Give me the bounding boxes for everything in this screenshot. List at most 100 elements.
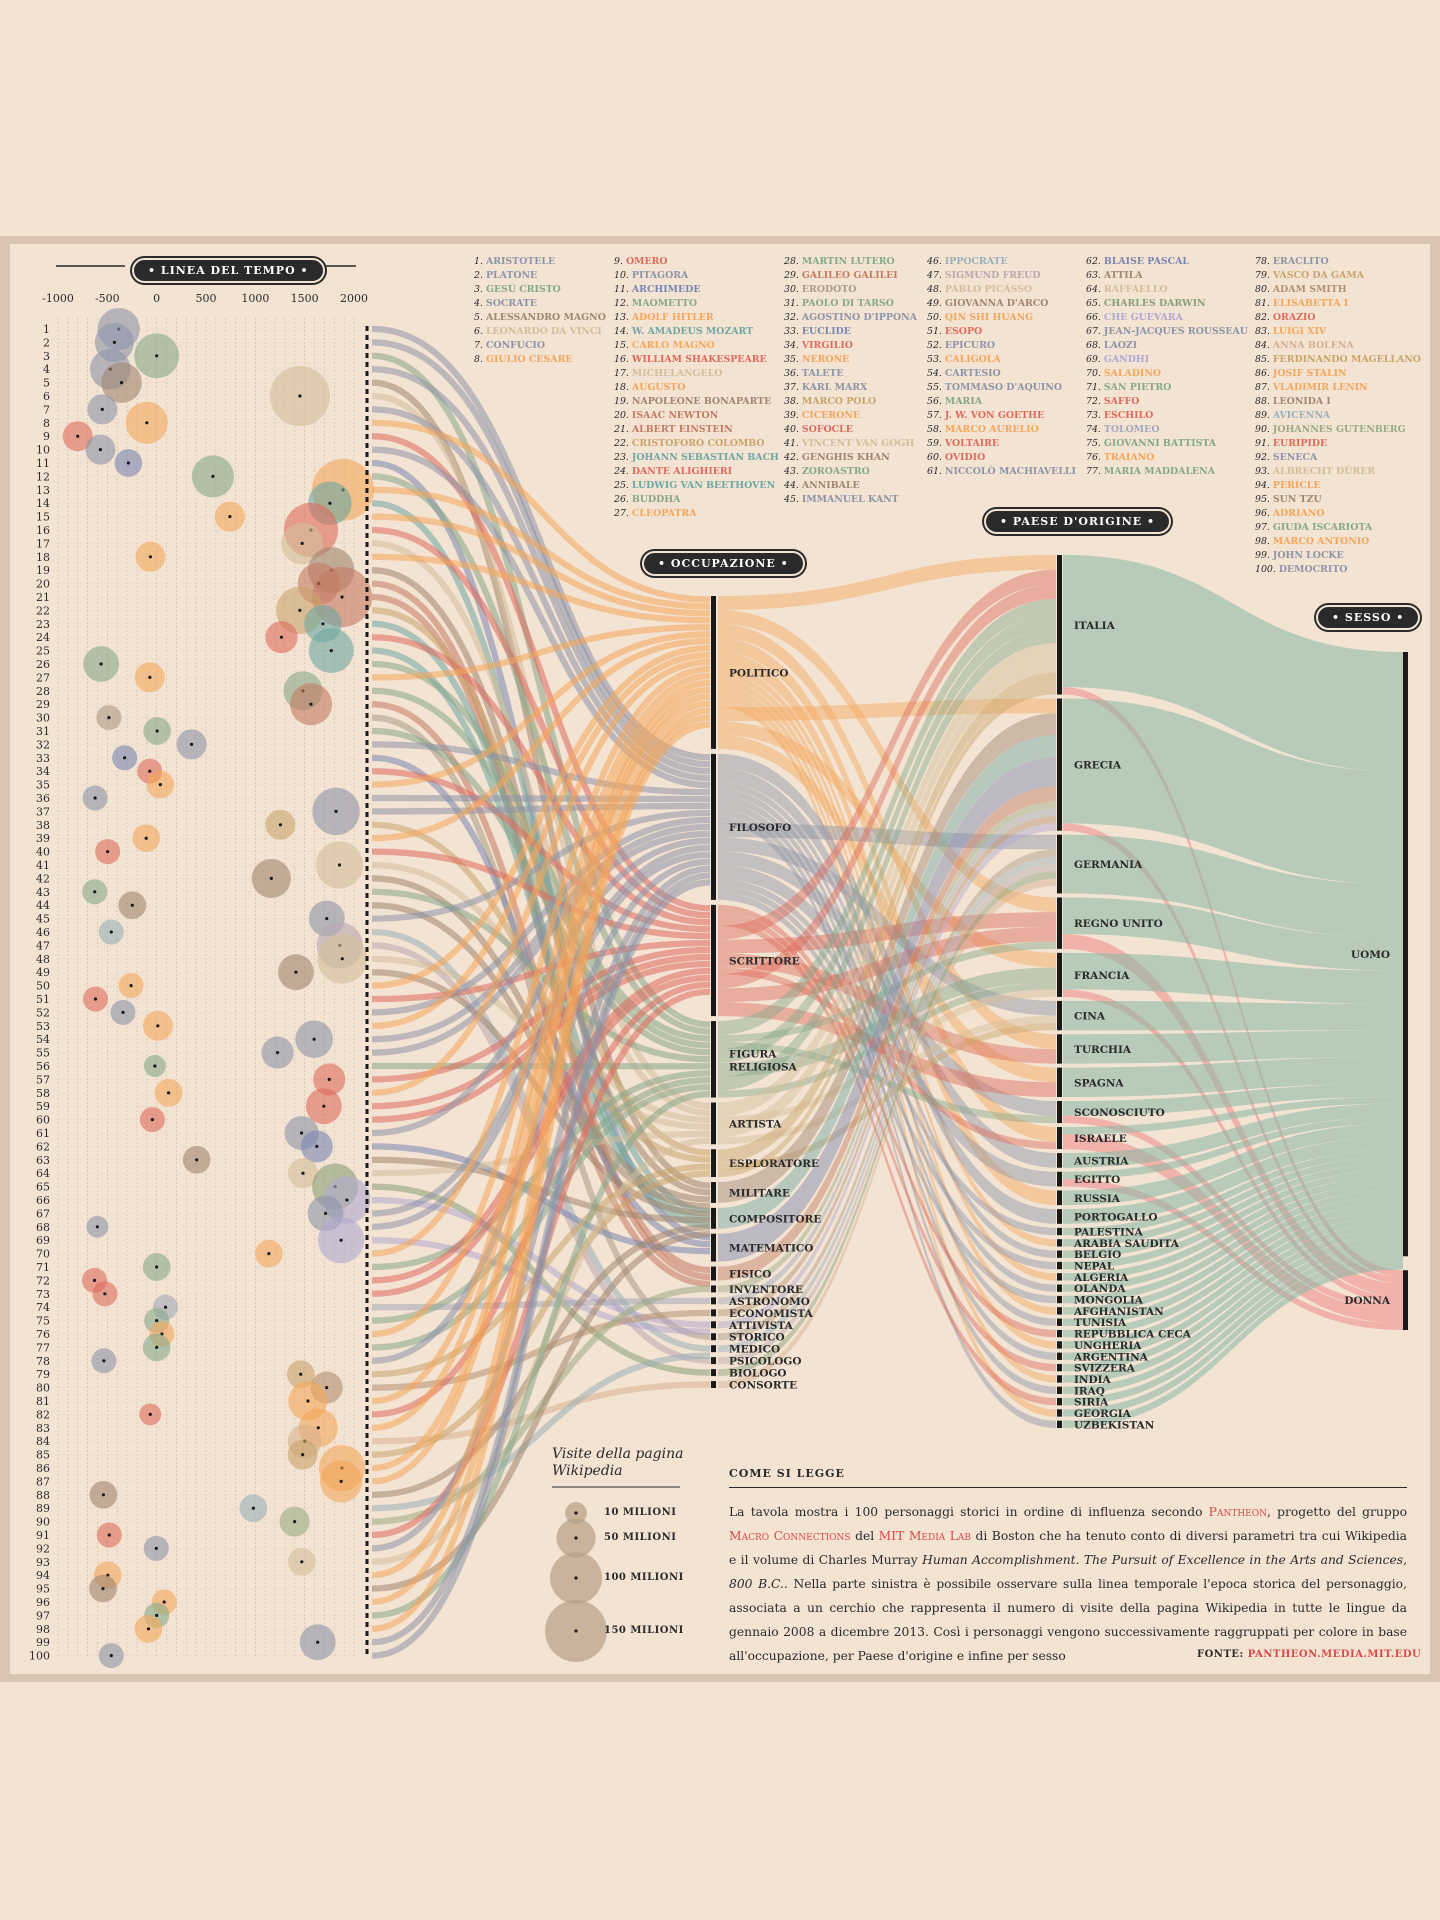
people-list-item: 72. SAFFO [1086,396,1139,407]
occupation-country-flow [718,851,1056,1116]
country-node [1057,1295,1062,1304]
macro-connections-link[interactable]: Macro Connections [729,1529,851,1543]
occupation-node [711,1345,716,1353]
people-list-item: 28. MARTIN LUTERO [783,256,895,267]
person-dot [155,1265,159,1269]
how-to-read-title: COME SI LEGGE [729,1467,845,1480]
rank-label: 81 [36,1395,50,1408]
country-node [1057,1127,1062,1150]
country-sex-flow [1063,1189,1403,1304]
occupation-country-flow [718,700,1056,1417]
how-to-read-text: La tavola mostra i 100 personaggi storic… [729,1500,1407,1668]
people-list-item: 85. FERDINANDO MAGELLANO [1255,354,1421,365]
occupation-country-flow [718,879,1056,1236]
person-dot [93,796,97,800]
people-list-item: 19. NAPOLEONE BONAPARTE [614,396,771,407]
person-dot [323,1211,328,1215]
country-label: UZBEKISTAN [1074,1419,1155,1431]
occupation-country-flow [718,823,1056,850]
country-node [1057,1386,1062,1394]
rank-label: 62 [36,1140,50,1153]
occupation-country-flow [718,687,1056,1178]
people-list-item: 18. AUGUSTO [614,382,685,393]
rank-label: 46 [36,926,50,939]
people-list-item: 24. DANTE ALIGHIERI [613,466,732,477]
country-node [1057,1227,1062,1236]
occupation-country-flow [718,865,1056,1187]
mit-media-lab-link[interactable]: MIT Media Lab [878,1529,972,1543]
person-dot [112,340,117,344]
source-url[interactable]: PANTHEON.MEDIA.MIT.EDU [1247,1649,1422,1660]
people-list-item: 43. ZOROASTRO [783,466,870,477]
occupation-label: MEDICO [729,1344,780,1356]
person-dot [101,1587,105,1591]
person-dot [325,1386,329,1390]
person-dot [95,1225,99,1229]
people-list-item: 77. MARIA MADDALENA [1086,466,1216,477]
country-sex-flow [1063,1203,1403,1326]
how-to-read-rule [729,1487,1407,1488]
country-label: SCONOSCIUTO [1074,1107,1165,1119]
people-list-item: 60. OVIDIO [927,452,985,463]
people-list-item: 87. VLADIMIR LENIN [1255,382,1368,393]
rank-label: 4 [43,363,50,376]
person-dot [267,1252,271,1256]
country-node [1057,1209,1062,1224]
sex-node [1403,652,1408,1257]
person-flow [371,1297,711,1311]
people-list-item: 11. ARCHIMEDE [614,284,700,295]
people-list-item: 59. VOLTAIRE [927,438,999,449]
person-flow [371,473,711,1035]
person-dot [155,729,159,733]
person-flow [371,837,711,1137]
country-label: INDIA [1074,1374,1112,1386]
rank-label: 19 [36,564,50,577]
rank-label: 39 [36,832,50,845]
rank-label: 21 [36,591,50,604]
person-flow [371,794,711,803]
person-dot [162,1600,166,1604]
person-dot [101,1493,105,1497]
occupation-country-flow [718,809,1056,1394]
rank-label: 79 [36,1368,50,1381]
occupation-country-flow [718,864,1056,1365]
people-list-item: 69. GANDHI [1086,354,1149,365]
rank-label: 65 [36,1181,50,1194]
legend-dot [574,1511,578,1515]
people-list-item: 29. GALILEO GALILEI [783,270,898,281]
person-flow [371,848,711,940]
country-sex-flow [1063,1183,1403,1292]
person-dot [98,448,103,452]
occupation-country-flow [718,713,1056,1196]
occupation-node [711,1266,716,1281]
rank-label: 42 [36,872,50,885]
country-sex-flow [1063,1057,1403,1098]
person-flow [371,651,711,1029]
people-list-item: 6. LEONARDO DA VINCI [474,326,602,337]
rank-label: 28 [36,685,50,698]
occupation-label: INVENTORE [729,1284,803,1296]
country-label: ITALIA [1074,620,1116,632]
rank-label: 92 [36,1542,50,1555]
pantheon-link[interactable]: Pantheon [1208,1505,1267,1519]
sex-label: DONNA [1344,1295,1390,1307]
occupation-country-flow [718,643,1056,1117]
rank-label: 12 [36,470,50,483]
country-label: UNGHERIA [1074,1340,1142,1352]
rank-label: 34 [36,765,50,778]
country-node [1057,1273,1062,1281]
person-dot [294,970,298,974]
person-dot [300,1131,304,1135]
occupation-country-flow [718,904,1056,1338]
country-sex-flow [1063,1176,1403,1281]
country-label: BELGIO [1074,1249,1121,1261]
rank-label: 68 [36,1221,50,1234]
people-list-item: 13. ADOLF HITLER [614,312,714,323]
people-list-item: 44. ANNIBALE [783,480,860,491]
occupation-label: FISICO [729,1268,771,1280]
people-list-item: 81. ELISABETTA I [1255,298,1348,309]
people-list-item: 22. CRISTOFORO COLOMBO [613,438,765,449]
occupation-country-flow [718,788,1056,1292]
occupation-country-flow [718,698,1056,722]
country-label: AFGHANISTAN [1073,1306,1164,1318]
